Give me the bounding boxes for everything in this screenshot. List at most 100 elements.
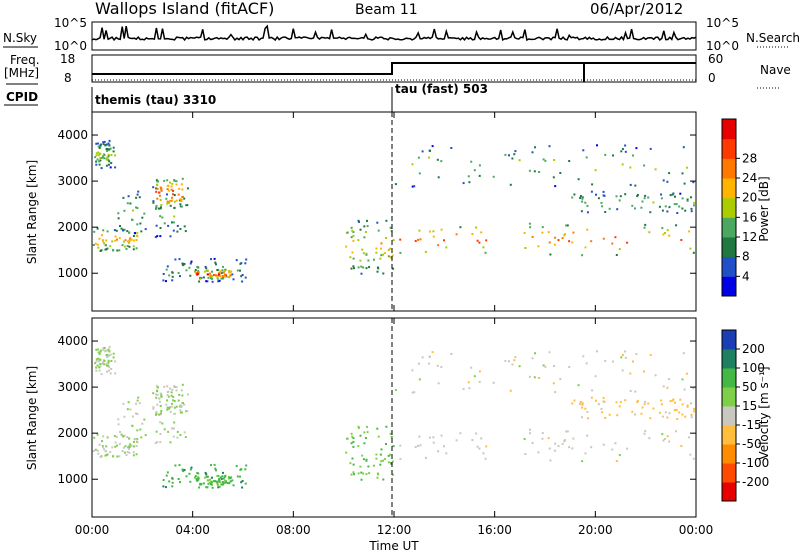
power-cell <box>349 256 352 259</box>
power-cell <box>649 147 652 150</box>
power-cell <box>360 272 363 275</box>
velocity-cell <box>180 389 183 392</box>
velocity-cell <box>421 356 424 359</box>
power-cell <box>137 190 140 193</box>
noise-left-tick-top: 10^5 <box>54 16 87 30</box>
velocity-cell <box>528 375 531 378</box>
power-cell <box>518 159 521 162</box>
power-cell <box>158 191 161 194</box>
power-cell <box>161 216 164 219</box>
power-cell <box>219 270 222 273</box>
velocity-cell <box>693 410 695 413</box>
power-cell <box>600 201 603 204</box>
velocity-cell <box>102 446 105 449</box>
velocity-cell <box>626 447 629 450</box>
velocity-cell <box>97 452 100 455</box>
freq-left-tick-top: 18 <box>60 52 75 66</box>
power-cell <box>170 188 173 191</box>
power-cell <box>548 145 551 148</box>
power-cell <box>377 267 380 270</box>
colorbar-swatch <box>722 237 736 258</box>
velocity-cell <box>95 360 98 363</box>
power-cell <box>689 247 692 250</box>
power-cell <box>105 148 108 151</box>
velocity-cell <box>602 396 605 399</box>
power-cell <box>110 154 113 156</box>
power-cell <box>389 226 392 229</box>
velocity-cell <box>114 441 117 444</box>
power-cell <box>382 272 385 275</box>
velocity-cell <box>688 436 691 439</box>
velocity-cell <box>523 438 526 440</box>
power-cell <box>666 229 669 232</box>
velocity-cell <box>602 443 605 446</box>
velocity-cell <box>218 477 221 480</box>
power-cell <box>102 141 105 144</box>
power-cell <box>424 250 427 253</box>
velocity-cell <box>181 383 184 386</box>
x-tick-label: 00:00 <box>679 523 714 537</box>
velocity-cell <box>455 439 458 442</box>
power-cell <box>604 153 607 156</box>
velocity-cell <box>629 372 632 375</box>
power-cell <box>235 259 238 262</box>
colorbar-frame <box>721 118 737 297</box>
velocity-cell <box>172 395 175 398</box>
power-cell <box>204 265 207 268</box>
velocity-cell <box>106 362 109 365</box>
power-cell <box>671 193 674 196</box>
power-cell <box>102 143 105 146</box>
velocity-cell <box>358 426 360 429</box>
velocity-cell <box>351 457 354 460</box>
velocity-cell <box>553 365 556 367</box>
power-cell <box>482 246 485 249</box>
power-cell <box>672 192 675 195</box>
velocity-cell <box>109 353 112 356</box>
velocity-cell <box>350 432 353 435</box>
velocity-cell <box>181 468 184 471</box>
power-cell <box>391 254 394 257</box>
power-cell <box>190 260 193 263</box>
power-cell <box>92 244 95 246</box>
power-cell <box>217 280 220 283</box>
power-cell <box>154 236 157 239</box>
velocity-cell <box>176 436 179 439</box>
x-tick-label: 12:00 <box>377 523 412 537</box>
power-cell <box>375 251 378 254</box>
power-cell <box>693 201 696 204</box>
velocity-cell <box>155 385 158 388</box>
velocity-cell <box>571 447 574 450</box>
power-cell <box>538 171 541 173</box>
power-cell <box>624 144 627 147</box>
power-cell <box>679 192 682 195</box>
power-cell <box>102 229 105 232</box>
power-cell <box>155 207 158 210</box>
velocity-cell <box>241 480 244 482</box>
power-cell <box>478 164 481 167</box>
velocity-cell <box>382 459 384 462</box>
velocity-cell <box>97 360 100 363</box>
power-cell <box>104 244 107 247</box>
velocity-cell <box>206 479 209 482</box>
velocity-cell <box>391 460 394 463</box>
power-cell <box>128 242 130 244</box>
power-cell <box>669 194 672 197</box>
velocity-cell <box>590 446 593 449</box>
velocity-cell <box>693 407 696 410</box>
velocity-cell <box>136 399 139 402</box>
colorbar-tick-label: -100 <box>742 456 769 470</box>
velocity-cell <box>173 413 176 415</box>
power-cell <box>208 276 211 278</box>
velocity-cell <box>220 477 223 480</box>
velocity-cell <box>595 399 597 402</box>
velocity-cell <box>105 445 108 448</box>
velocity-cell <box>178 393 181 396</box>
colorbar-swatch <box>722 330 736 350</box>
velocity-cell <box>107 348 110 351</box>
velocity-cell <box>194 475 197 478</box>
power-cell <box>624 150 627 153</box>
power-cell <box>643 164 646 167</box>
power-colorbar: 4 8 12 16 20 24 28 <box>721 118 757 297</box>
velocity-cell <box>105 364 108 367</box>
power-cell <box>504 153 507 156</box>
